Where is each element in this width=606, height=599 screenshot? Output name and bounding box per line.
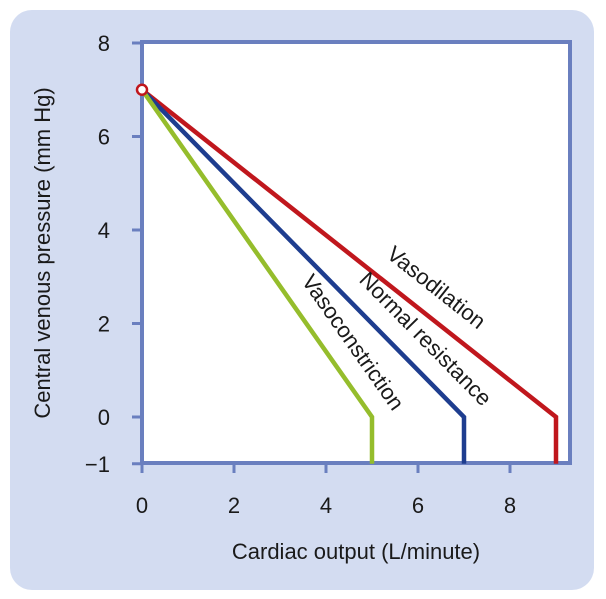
y-tick-label: 0 [98, 405, 110, 430]
y-tick-label: 6 [98, 125, 110, 150]
y-axis-label: Central venous pressure (mm Hg) [30, 87, 55, 418]
series-lines [140, 87, 559, 464]
y-tick-label: 8 [98, 31, 110, 56]
y-tick-label: 2 [98, 312, 110, 337]
y-tick-label: 4 [98, 218, 110, 243]
plot-frame [140, 40, 572, 465]
x-tick-label: 8 [504, 493, 516, 518]
x-tick-label: 4 [320, 493, 332, 518]
series-line-vasoconstriction [140, 88, 375, 464]
origin-marker [135, 83, 149, 96]
y-axis-ticks: 8 6 4 2 0 −1 [85, 31, 142, 477]
series-line-vasodilation [140, 87, 559, 464]
series-line-normal-resistance [140, 88, 467, 464]
x-tick-label: 0 [136, 493, 148, 518]
x-axis-label: Cardiac output (L/minute) [232, 539, 480, 564]
x-tick-label: 2 [228, 493, 240, 518]
x-axis-ticks: 0 2 4 6 8 [136, 463, 516, 518]
x-tick-label: 6 [412, 493, 424, 518]
markers [135, 83, 149, 96]
y-tick-label: −1 [85, 452, 110, 477]
